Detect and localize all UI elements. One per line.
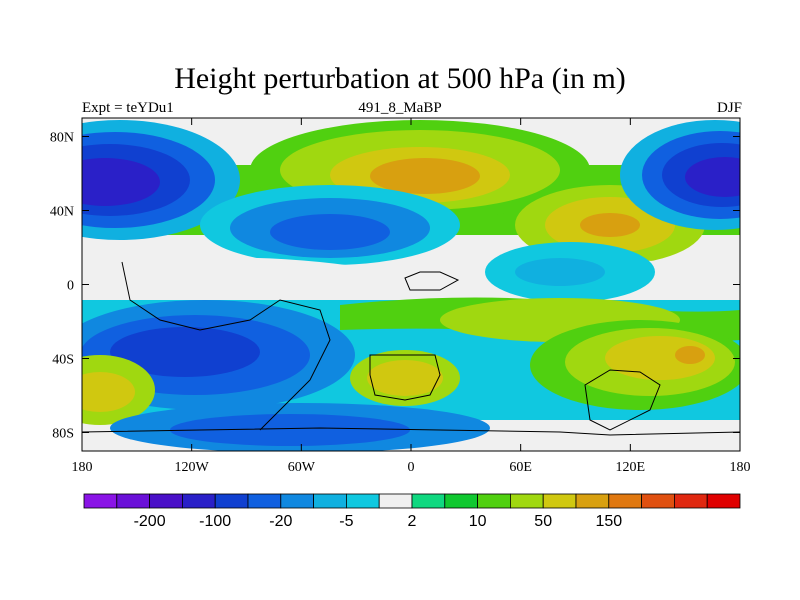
indian-trough-core [515,258,605,286]
coastline-antarctica [82,427,740,436]
atlantic-low-core [82,158,160,206]
south-pacific-high-core [675,346,705,364]
colorbar-swatch [641,493,675,509]
x-tick-label: 120E [616,460,646,475]
asia-ridge-core [580,213,640,237]
colorbar-swatch [149,493,183,509]
colorbar-label: -100 [199,513,231,530]
colorbar-swatch [345,493,380,509]
x-tick-label: 180 [72,460,93,475]
colorbar-swatch [509,493,544,509]
x-tick-label: 60E [509,460,532,475]
colorbar-swatch [313,493,347,509]
colorbar-label: 150 [595,513,622,530]
coastline-island [404,271,460,291]
colorbar-swatch [411,493,446,509]
experiment-label: Expt = teYDu1 [82,100,174,116]
colorbar-swatch [444,493,478,509]
y-tick-label: 80S [52,427,74,442]
season-label: DJF [716,100,742,116]
polar-trough-inner [170,414,410,446]
chart-title: Height perturbation at 500 hPa (in m) [174,62,626,95]
coastline-africa [369,354,441,401]
x-tick-label: 120W [175,460,210,475]
y-tick-label: 80N [50,131,74,146]
colorbar-label: -200 [134,513,166,530]
y-tick-label: 40N [50,205,74,220]
colorbar-swatch [214,493,249,509]
y-axis: 80N 40N 0 40S 80S [50,131,740,442]
colorbar-label: -20 [269,513,292,530]
colorbar-swatch [116,493,151,509]
colorbar-label: -5 [339,513,353,530]
x-tick-label: 60W [288,460,316,475]
colorbar-swatch [674,493,708,509]
y-tick-label: 40S [52,353,74,368]
colorbar-swatch [181,493,216,509]
colorbar-swatch [706,493,741,509]
colorbar-swatch [477,493,511,509]
colorbar-label: 50 [534,513,552,530]
colorbar-swatch [608,493,642,509]
colorbar-label: 10 [469,513,487,530]
coastline-australia [584,369,661,431]
contour-fill-layer [82,118,740,451]
trough-inner [270,214,390,250]
pacific-low-core [685,157,740,197]
colorbar-swatch [542,493,577,509]
x-axis: 180 120W 60W 0 60E 120E 180 [72,118,751,475]
x-tick-label: 180 [730,460,751,475]
x-tick-label: 0 [408,460,415,475]
colorbar-swatch [83,493,118,509]
colorbar-swatch [247,493,282,509]
colorbar-swatch [575,493,610,509]
south-trough-inner [110,327,260,377]
coastline-americas [121,261,331,431]
period-label: 491_8_MaBP [358,100,442,116]
south-atlantic-high-inner [367,360,443,396]
ridge-core [370,158,480,194]
colorbar-swatch [378,493,413,509]
far-west-high-inner [82,372,135,412]
y-tick-label: 0 [67,279,74,294]
colorbar-swatch [280,493,314,509]
colorbar: -200 -100 -20 -5 2 10 50 150 [83,493,741,530]
colorbar-label: 2 [408,513,417,530]
